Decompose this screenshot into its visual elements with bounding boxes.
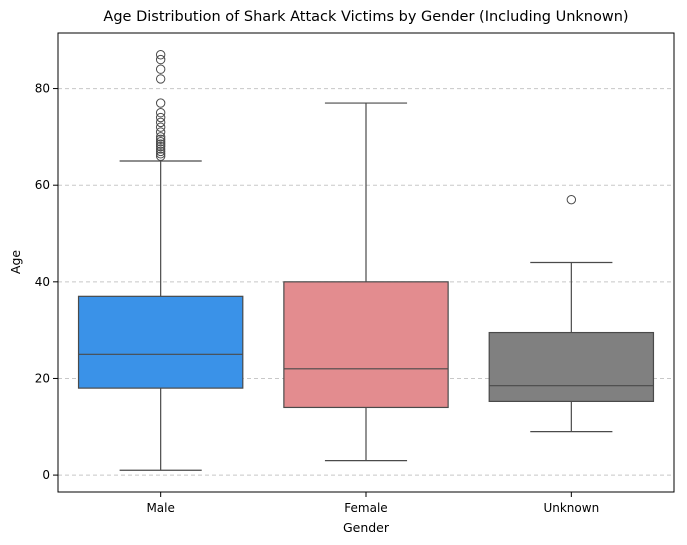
x-tick-label: Female xyxy=(344,501,387,515)
outlier-point xyxy=(155,74,166,84)
outlier-point xyxy=(155,127,166,137)
x-tick-label: Unknown xyxy=(543,501,599,515)
outlier-point xyxy=(155,64,166,74)
y-axis-label: Age xyxy=(8,250,23,274)
chart-title: Age Distribution of Shark Attack Victims… xyxy=(103,9,628,25)
x-axis-ticks: Male Female Unknown xyxy=(146,492,599,515)
y-tick-label: 40 xyxy=(35,275,50,289)
outlier-point xyxy=(155,137,166,147)
x-tick-label: Male xyxy=(146,501,174,515)
box-group-female xyxy=(283,102,449,462)
outlier-point xyxy=(155,151,166,161)
iqr-box xyxy=(283,281,449,409)
outlier-point xyxy=(155,54,166,65)
outlier-point xyxy=(566,194,577,205)
y-axis-ticks: 0 20 40 60 80 xyxy=(35,82,58,482)
outlier-point xyxy=(155,144,166,154)
outlier-point xyxy=(155,132,166,142)
boxes-layer xyxy=(77,50,655,471)
outlier-point xyxy=(155,117,166,128)
box-group-male xyxy=(77,50,244,471)
outlier-point xyxy=(155,108,166,118)
iqr-box xyxy=(77,295,244,389)
outlier-point xyxy=(155,50,166,60)
y-tick-label: 0 xyxy=(42,468,50,482)
outlier-point xyxy=(155,98,166,108)
y-tick-label: 20 xyxy=(35,371,50,385)
outlier-point xyxy=(155,122,166,132)
outlier-point xyxy=(155,141,166,152)
y-tick-label: 60 xyxy=(35,178,50,192)
outlier-point xyxy=(155,134,166,144)
outlier-point xyxy=(155,149,166,159)
y-tick-label: 80 xyxy=(35,82,50,96)
outlier-point xyxy=(155,139,166,149)
outlier-point xyxy=(155,146,166,157)
outlier-point xyxy=(155,112,166,123)
box-group-unknown xyxy=(488,194,655,433)
iqr-box xyxy=(488,331,655,403)
x-axis-label: Gender xyxy=(343,520,390,535)
